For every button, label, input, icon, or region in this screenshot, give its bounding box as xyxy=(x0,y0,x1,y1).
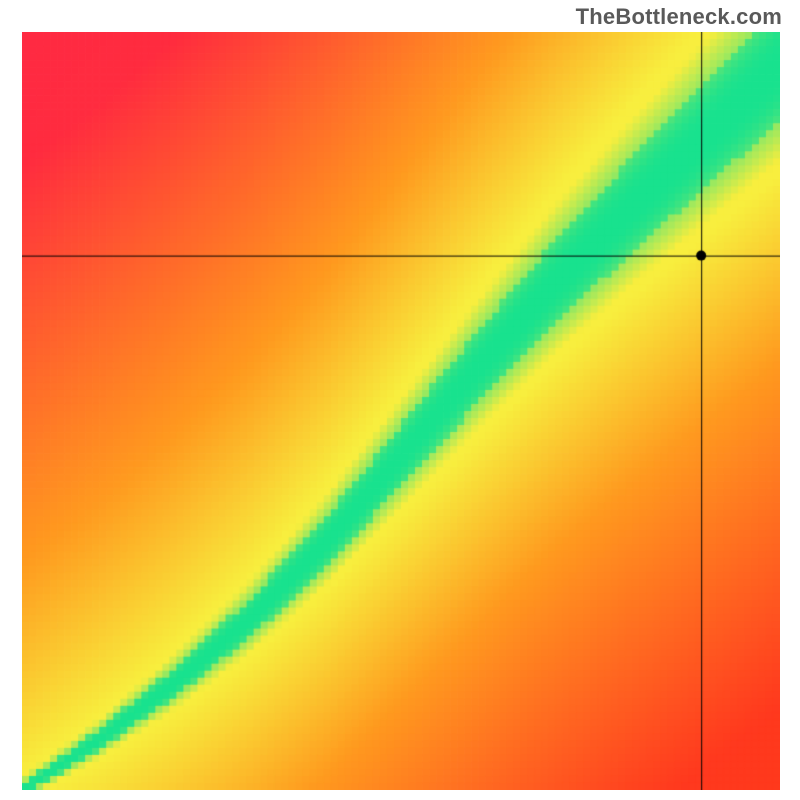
bottleneck-heatmap xyxy=(22,32,780,790)
heatmap-canvas xyxy=(22,32,780,790)
watermark-text: TheBottleneck.com xyxy=(576,4,782,30)
